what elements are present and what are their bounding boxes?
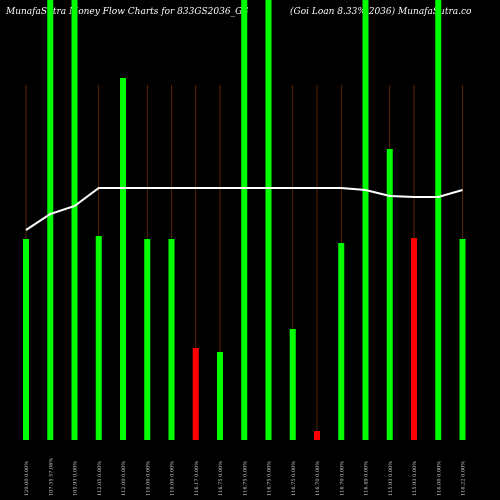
x-tick-label: 110.00 0.00% [145, 461, 151, 496]
bar [120, 78, 126, 440]
x-tick-label: 116.75 0.00% [267, 461, 273, 496]
x-tick-label: 116.75 0.00% [218, 461, 224, 496]
x-tick-label: 116.49 0.00% [364, 461, 370, 496]
x-tick-label: 105.93 0.00% [73, 461, 79, 496]
line [25, 187, 463, 231]
x-tick-label: 116.17 0.00% [194, 461, 200, 496]
x-tick-label: 116.75 0.00% [291, 461, 297, 496]
x-tick-label: 112.00 0.00% [121, 461, 127, 496]
x-tick-label: 115.93 0.00% [388, 461, 394, 496]
bar [95, 236, 102, 440]
x-tick-label: 107.35 57.06% [48, 458, 54, 496]
bar [192, 348, 199, 440]
bar [289, 329, 296, 440]
bar [435, 0, 442, 440]
x-tick-label: 112.05 0.00% [97, 461, 103, 496]
bar [71, 0, 78, 440]
x-tick-label: 116.70 0.00% [315, 461, 321, 496]
bar [386, 149, 393, 440]
bar [411, 238, 417, 440]
x-tick-label: 120.00 0.00% [24, 461, 30, 496]
bar [144, 239, 151, 440]
chart-title: MunafaSutra Money Flow Charts for 833GS2… [5, 7, 248, 17]
bar [23, 239, 29, 440]
bar [47, 0, 54, 440]
x-tick-label: 116.22 0.00% [461, 461, 467, 496]
bar [168, 239, 175, 440]
bar [459, 239, 466, 440]
bar [314, 431, 320, 440]
x-tick-label: 116.70 0.00% [339, 461, 345, 496]
bar [338, 243, 345, 440]
bar [362, 0, 369, 440]
x-tick-label: 110.00 0.00% [170, 461, 176, 496]
x-tick-label: 116.75 0.00% [242, 461, 248, 496]
bar [217, 352, 223, 440]
bar [265, 0, 272, 440]
x-tick-label: 116.00 0.00% [436, 461, 442, 496]
bar [241, 0, 248, 440]
x-tick-label: 115.93 0.00% [412, 461, 418, 496]
chart-subtitle: (Goi Loan 8.33% 2036) MunafaSutra.co [290, 6, 472, 17]
